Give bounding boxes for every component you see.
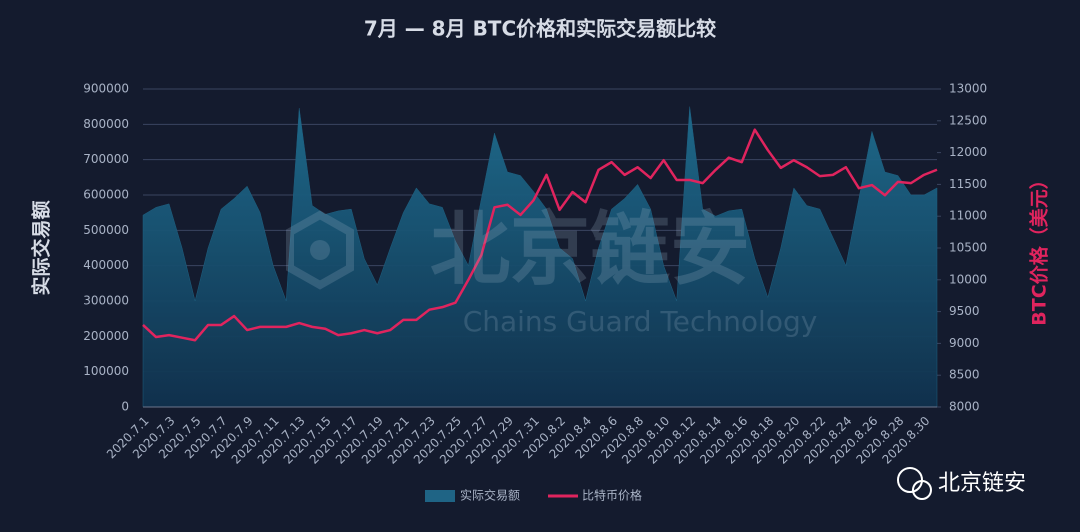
brand-icon (912, 480, 932, 500)
area (142, 106, 938, 408)
legend-label: 比特币价格 (582, 488, 642, 503)
y2-tick-label: 8000 (949, 400, 980, 414)
y2-tick-label: 12500 (949, 113, 987, 127)
y-tick-label: 100000 (83, 364, 129, 378)
y2-tick-label: 11500 (949, 177, 987, 191)
brand-text: 北京链安 (938, 471, 1026, 496)
y2-tick-label: 8500 (949, 368, 980, 382)
y2-tick-label: 9000 (949, 336, 980, 350)
watermark-subtitle: Chains Guard Technology (463, 305, 818, 338)
y-tick-label: 400000 (83, 258, 129, 272)
y2-tick-label: 9500 (949, 304, 980, 318)
y-tick-label: 800000 (83, 117, 129, 131)
watermark-logo (310, 240, 330, 260)
y-tick-label: 600000 (83, 188, 129, 202)
watermark-text: 北京链安 (430, 203, 750, 296)
line (142, 128, 938, 342)
legend-swatch (425, 490, 455, 502)
y2-tick-label: 10000 (949, 272, 987, 286)
y-axis-label: 实际交易额 (30, 200, 53, 295)
chart-title: 7月 — 8月 BTC价格和实际交易额比较 (364, 17, 716, 41)
y2-tick-label: 11000 (949, 209, 987, 223)
y-tick-label: 200000 (83, 329, 129, 343)
y-tick-label: 0 (121, 400, 129, 414)
y2-axis-label: BTC价格（美元） (1028, 170, 1051, 325)
watermark-logo (286, 210, 354, 290)
y-tick-label: 700000 (83, 152, 129, 166)
watermark: 北京链安 Chains Guard Technology (286, 203, 818, 338)
y2-tick-label: 13000 (949, 82, 987, 96)
y-tick-label: 900000 (83, 82, 129, 96)
y-tick-label: 300000 (83, 294, 129, 308)
y-tick-label: 500000 (83, 223, 129, 237)
legend-label: 实际交易额 (460, 488, 520, 503)
brand: 北京链安 (897, 467, 1026, 500)
y2-tick-label: 12000 (949, 145, 987, 159)
y2-tick-label: 10500 (949, 241, 987, 255)
